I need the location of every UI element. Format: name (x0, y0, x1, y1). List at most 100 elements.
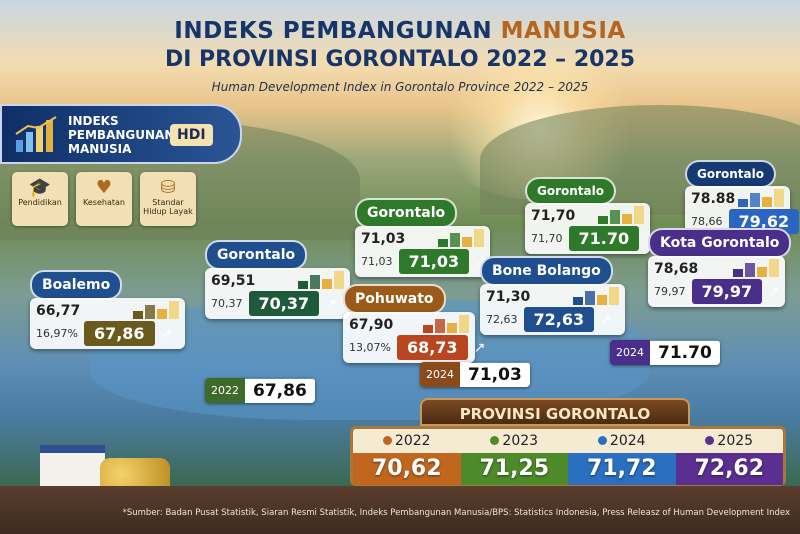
value-a: 71,30 (486, 289, 531, 305)
year-label: 2022 (353, 429, 461, 453)
value-main: 79,97 (691, 279, 763, 304)
pill-value: 71.70 (650, 340, 720, 365)
value-b: 70,37 (211, 297, 243, 310)
hdi-label: INDEKS PEMBANGUNAN MANUSIA (68, 114, 175, 156)
year-value: 71,72 (568, 453, 676, 485)
value-main: 70,37 (248, 291, 320, 316)
province-year-2023: 2023 71,25 (460, 429, 569, 485)
value-a: 78.88 (691, 191, 736, 207)
map-value-pill: 2022 67,86 (205, 378, 315, 403)
value-main: 68,73 (396, 335, 468, 360)
trend-arrow-icon: ↗ (600, 311, 612, 328)
region-values: 66,77 16,97% 67,86 ↗ (30, 298, 185, 349)
government-building-icon (40, 445, 105, 490)
province-year-2022: 2022 70,62 (353, 429, 461, 485)
region-card-kota-gorontalo: Kota Gorontalo 78,68 79,97 79,97 ↗ (648, 228, 792, 307)
dot-icon (597, 436, 607, 445)
dot-icon (490, 436, 500, 445)
dot-icon (382, 436, 392, 445)
year-value: 70,62 (353, 453, 461, 485)
mini-bar-icon (598, 206, 644, 224)
pill-value: 67,86 (245, 378, 315, 403)
year-label: 2024 (568, 429, 676, 453)
mini-bar-icon (738, 189, 784, 207)
pill-year: 2024 (610, 340, 650, 365)
region-name: Gorontalo (685, 160, 776, 188)
value-b: 16,97% (36, 327, 78, 340)
graduation-cap-icon: 🎓 (28, 177, 52, 198)
mini-bar-icon (733, 259, 779, 277)
region-values: 78,68 79,97 79,97 ↗ (648, 256, 785, 307)
value-a: 66,77 (36, 303, 81, 319)
map-value-pill: 2024 71,03 (420, 362, 530, 387)
year-value: 72,62 (675, 453, 783, 485)
trend-arrow-icon: ↗ (475, 253, 487, 270)
region-values: 69,51 70,37 70,37 ↗ (205, 268, 350, 319)
mini-bar-icon (423, 315, 469, 333)
trend-arrow-icon: ↗ (160, 325, 173, 342)
mini-bar-icon (133, 301, 179, 319)
value-a: 71,03 (361, 231, 406, 247)
region-values: 71,30 72,63 72,63 ↗ (480, 284, 625, 335)
region-values: 71,03 71,03 71,03 ↗ (355, 226, 490, 277)
region-values: 67,90 13,07% 68,73 ↗ (343, 312, 485, 363)
indicator-standar-hidup: ⛁ Standar Hidup Layak (140, 172, 196, 226)
coins-person-icon: ⛁ (160, 177, 176, 198)
region-card-bone-bolango: Bone Bolango 71,30 72,63 72,63 ↗ (480, 256, 625, 335)
indicator-pendidikan: 🎓 Pendidikan (12, 172, 68, 226)
value-a: 69,51 (211, 273, 256, 289)
region-name: Boalemo (30, 270, 123, 300)
value-a: 71,70 (531, 208, 576, 224)
value-main: 67,86 (83, 321, 155, 346)
source-footer: *Sumber: Badan Pusat Statistik, Siaran R… (0, 486, 800, 534)
region-card-boalemo: Boalemo 66,77 16,97% 67,86 ↗ (30, 270, 185, 349)
region-card-gorontalo: Gorontalo 71,03 71,03 71,03 ↗ (355, 198, 490, 277)
dot-icon (705, 436, 715, 445)
hdi-panel: INDEKS PEMBANGUNAN MANUSIA HDI (0, 104, 242, 164)
year-label: 2025 (676, 429, 784, 453)
value-main: 72,63 (523, 307, 595, 332)
region-name: Gorontalo (525, 177, 616, 205)
mini-bar-icon (438, 229, 484, 247)
region-name: Gorontalo (355, 198, 458, 228)
region-name: Pohuwato (343, 284, 446, 314)
indicator-kesehatan: ♥ Kesehatan (76, 172, 132, 226)
map-value-pill: 2024 71.70 (610, 340, 720, 365)
value-b: 71,03 (361, 255, 393, 268)
region-values: 71,70 71,70 71.70 ↗ (525, 203, 657, 254)
province-banner: PROVINSI GORONTALO (420, 398, 690, 426)
source-text: *Sumber: Badan Pusat Statistik, Siaran R… (122, 508, 790, 518)
value-main: 71,03 (398, 249, 470, 274)
heart-icon: ♥ (95, 177, 113, 198)
pill-year: 2024 (420, 362, 460, 387)
province-table: 2022 70,62 2023 71,25 2024 71,72 2025 72,62 (350, 426, 786, 486)
trend-arrow-icon: ↗ (768, 283, 780, 300)
region-name: Gorontalo (205, 240, 308, 270)
page-subtitle: Human Development Index in Gorontalo Pro… (211, 80, 589, 94)
value-b: 78,66 (691, 215, 723, 228)
bar-chart-icon (15, 116, 57, 152)
region-card-gorontalo: Gorontalo 71,70 71,70 71.70 ↗ (525, 177, 657, 254)
region-card-gorontalo: Gorontalo 78.88 78,66 79,62 ↗ (685, 160, 800, 237)
value-a: 78,68 (654, 261, 699, 277)
hdi-badge: HDI (170, 124, 213, 146)
province-year-2024: 2024 71,72 (568, 429, 676, 485)
page-title-line2: DI PROVINSI GORONTALO 2022 – 2025 (164, 47, 636, 72)
region-card-gorontalo: Gorontalo 69,51 70,37 70,37 ↗ (205, 240, 350, 319)
province-year-2025: 2025 72,62 (675, 429, 784, 485)
trend-arrow-icon: ↗ (473, 339, 486, 356)
page-title: INDEKS PEMBANGUNAN MANUSIA (174, 18, 626, 44)
region-name: Bone Bolango (480, 256, 613, 286)
year-label: 2023 (461, 429, 569, 453)
region-card-pohuwato: Pohuwato 67,90 13,07% 68,73 ↗ (343, 284, 485, 363)
value-b: 71,70 (531, 232, 563, 245)
value-b: 79,97 (654, 285, 686, 298)
pill-value: 71,03 (460, 362, 530, 387)
trend-arrow-icon: ↗ (325, 295, 337, 312)
value-b: 13,07% (349, 341, 391, 354)
mini-bar-icon (573, 287, 619, 305)
value-b: 72,63 (486, 313, 518, 326)
region-name: Kota Gorontalo (648, 228, 792, 258)
value-a: 67,90 (349, 317, 394, 333)
year-value: 71,25 (460, 453, 568, 485)
